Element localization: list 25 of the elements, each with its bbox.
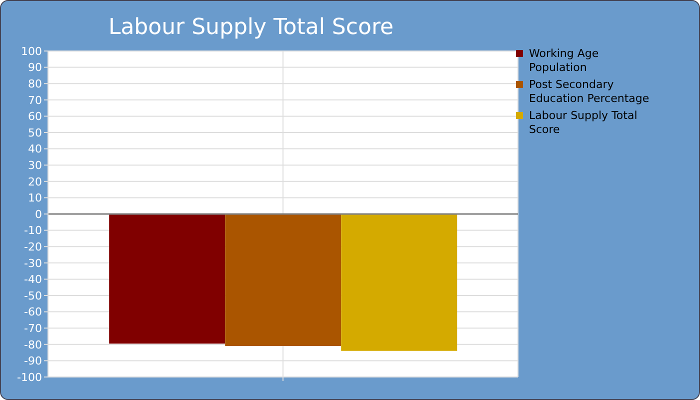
legend-label: Labour Supply Total Score (529, 109, 638, 137)
y-tick-label: 90 (28, 61, 42, 74)
y-tick-label: 30 (28, 159, 42, 172)
y-tick-label: 0 (35, 208, 42, 221)
y-tick-label: -70 (24, 322, 42, 336)
y-tick-label: -50 (24, 289, 42, 302)
y-tick-label: 80 (28, 78, 42, 91)
y-tick-label: -60 (24, 306, 42, 319)
y-tick-label: -30 (24, 256, 42, 270)
y-tick-label: -100 (17, 370, 42, 384)
legend-label: Working Age Population (529, 47, 600, 75)
y-tick-label: -10 (24, 224, 42, 238)
y-tick-label: 70 (28, 94, 42, 107)
y-tick-label: 50 (28, 126, 42, 140)
chart-title: Labour Supply Total Score (107, 15, 395, 40)
y-tick-label: -20 (24, 240, 42, 254)
y-tick-label: 40 (28, 142, 42, 156)
y-tick-label: 60 (28, 110, 42, 124)
y-tick-label: 10 (28, 192, 42, 205)
y-tick-label: -40 (24, 273, 42, 286)
y-tick-label: -80 (24, 338, 42, 352)
y-tick-label: 100 (21, 44, 42, 58)
y-tick-label: 20 (28, 175, 42, 188)
legend-label: Post Secondary Education Percentage (529, 78, 650, 106)
y-tick-label: -90 (24, 354, 42, 368)
